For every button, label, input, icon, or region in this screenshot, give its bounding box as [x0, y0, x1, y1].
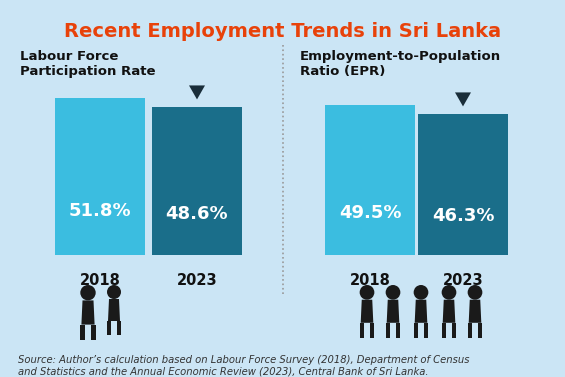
Circle shape: [468, 285, 483, 300]
Polygon shape: [360, 300, 373, 323]
Text: Recent Employment Trends in Sri Lanka: Recent Employment Trends in Sri Lanka: [64, 22, 502, 41]
Text: 46.3%: 46.3%: [432, 207, 494, 225]
Polygon shape: [415, 300, 427, 323]
Text: 48.6%: 48.6%: [166, 205, 228, 223]
Text: 2023: 2023: [443, 273, 483, 288]
Bar: [468, 323, 472, 337]
Text: Labour Force
Participation Rate: Labour Force Participation Rate: [20, 50, 155, 78]
Bar: [478, 323, 483, 337]
Text: Employment-to-Population
Ratio (EPR): Employment-to-Population Ratio (EPR): [300, 50, 501, 78]
Bar: [107, 321, 111, 335]
Text: Source: Author’s calculation based on Labour Force Survey (2018), Department of : Source: Author’s calculation based on La…: [18, 355, 470, 377]
Circle shape: [360, 285, 375, 300]
Bar: [386, 323, 390, 337]
Polygon shape: [455, 92, 471, 106]
Bar: [55, 98, 145, 255]
Bar: [418, 114, 508, 255]
Polygon shape: [81, 300, 94, 325]
Bar: [370, 323, 375, 337]
Text: 49.5%: 49.5%: [339, 204, 401, 222]
Bar: [80, 325, 85, 340]
Polygon shape: [443, 300, 455, 323]
Text: 2018: 2018: [80, 273, 120, 288]
Polygon shape: [469, 300, 481, 323]
Text: 2023: 2023: [177, 273, 218, 288]
Bar: [325, 105, 415, 255]
Circle shape: [107, 285, 121, 299]
Bar: [414, 323, 418, 337]
Circle shape: [80, 285, 95, 300]
Circle shape: [414, 285, 428, 300]
Bar: [92, 325, 95, 340]
Bar: [152, 107, 242, 255]
Bar: [442, 323, 446, 337]
Polygon shape: [189, 86, 205, 100]
Text: 51.8%: 51.8%: [69, 202, 131, 220]
Bar: [452, 323, 457, 337]
Bar: [396, 323, 401, 337]
Circle shape: [386, 285, 401, 300]
Bar: [424, 323, 428, 337]
Polygon shape: [108, 299, 120, 321]
Bar: [360, 323, 364, 337]
Bar: [117, 321, 121, 335]
Text: 2018: 2018: [350, 273, 390, 288]
Polygon shape: [386, 300, 399, 323]
Circle shape: [442, 285, 457, 300]
